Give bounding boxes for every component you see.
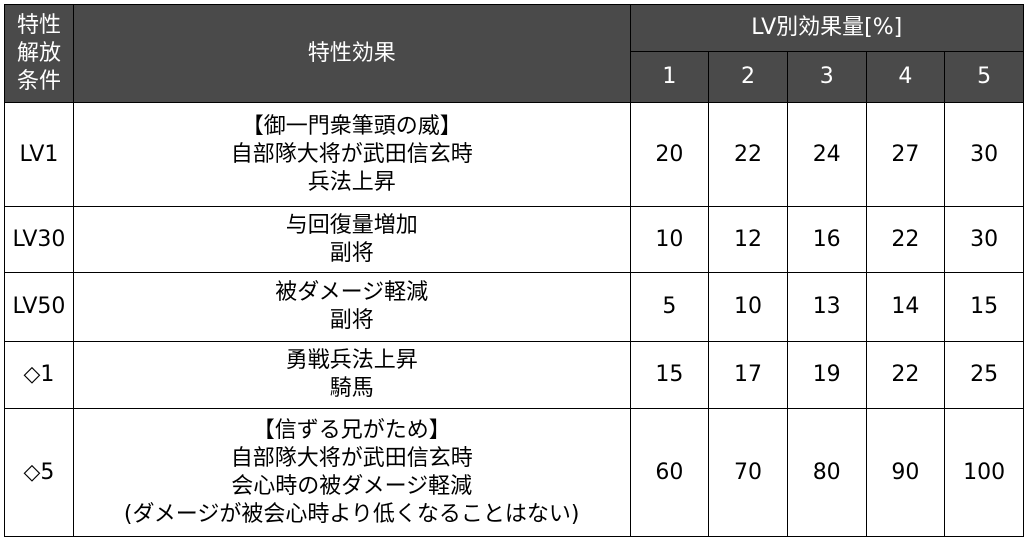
trait-table-container: 特性 解放 条件 特性効果 LV別効果量[%] 1 2 3 4 5 LV1 【御…	[4, 4, 1024, 537]
effect-cell: 【信ずる兄がため】 自部隊大将が武田信玄時 会心時の被ダメージ軽減 (ダメージが…	[72, 408, 631, 537]
header-level: 4	[865, 51, 946, 103]
value-cell: 10	[708, 272, 788, 342]
effect-cell: 被ダメージ軽減 副将	[72, 272, 631, 342]
value-cell: 27	[865, 102, 946, 207]
value-cell: 60	[629, 408, 710, 537]
value-cell: 22	[708, 102, 788, 207]
condition-cell: LV1	[4, 102, 74, 207]
header-level: 2	[708, 51, 788, 103]
header-condition: 特性 解放 条件	[4, 4, 74, 103]
value-cell: 12	[708, 206, 788, 273]
effect-cell: 与回復量増加 副将	[72, 206, 631, 273]
condition-cell: ◇1	[4, 341, 74, 409]
table-header: 特性 解放 条件 特性効果 LV別効果量[%] 1 2 3 4 5	[4, 4, 1024, 103]
value-cell: 25	[944, 341, 1024, 409]
value-cell: 16	[786, 206, 867, 273]
value-cell: 14	[865, 272, 946, 342]
header-level: 3	[786, 51, 867, 103]
table-row: LV50 被ダメージ軽減 副将 5 10 13 14 15	[4, 272, 1024, 342]
value-cell: 17	[708, 341, 788, 409]
condition-cell: LV50	[4, 272, 74, 342]
value-cell: 100	[944, 408, 1024, 537]
condition-cell: ◇5	[4, 408, 74, 537]
value-cell: 80	[786, 408, 867, 537]
trait-table: 特性 解放 条件 特性効果 LV別効果量[%] 1 2 3 4 5 LV1 【御…	[4, 4, 1024, 537]
value-cell: 10	[629, 206, 710, 273]
value-cell: 90	[865, 408, 946, 537]
value-cell: 5	[629, 272, 710, 342]
value-cell: 30	[944, 206, 1024, 273]
value-cell: 19	[786, 341, 867, 409]
header-lv-group: LV別効果量[%]	[629, 4, 1024, 52]
table-row: ◇5 【信ずる兄がため】 自部隊大将が武田信玄時 会心時の被ダメージ軽減 (ダメ…	[4, 408, 1024, 537]
value-cell: 30	[944, 102, 1024, 207]
table-body: LV1 【御一門衆筆頭の威】 自部隊大将が武田信玄時 兵法上昇 20 22 24…	[4, 102, 1024, 537]
value-cell: 70	[708, 408, 788, 537]
value-cell: 24	[786, 102, 867, 207]
table-row: LV1 【御一門衆筆頭の威】 自部隊大将が武田信玄時 兵法上昇 20 22 24…	[4, 102, 1024, 207]
value-cell: 20	[629, 102, 710, 207]
header-level: 1	[629, 51, 710, 103]
value-cell: 22	[865, 341, 946, 409]
header-level: 5	[944, 51, 1024, 103]
value-cell: 13	[786, 272, 867, 342]
value-cell: 15	[629, 341, 710, 409]
value-cell: 22	[865, 206, 946, 273]
condition-cell: LV30	[4, 206, 74, 273]
header-row-top: 特性 解放 条件 特性効果 LV別効果量[%]	[4, 4, 1024, 103]
table-row: LV30 与回復量増加 副将 10 12 16 22 30	[4, 206, 1024, 273]
value-cell: 15	[944, 272, 1024, 342]
effect-cell: 【御一門衆筆頭の威】 自部隊大将が武田信玄時 兵法上昇	[72, 102, 631, 207]
table-row: ◇1 勇戦兵法上昇 騎馬 15 17 19 22 25	[4, 341, 1024, 409]
header-effect: 特性効果	[72, 4, 631, 103]
effect-cell: 勇戦兵法上昇 騎馬	[72, 341, 631, 409]
header-row-levels: 1 2 3 4 5	[5, 51, 1024, 103]
